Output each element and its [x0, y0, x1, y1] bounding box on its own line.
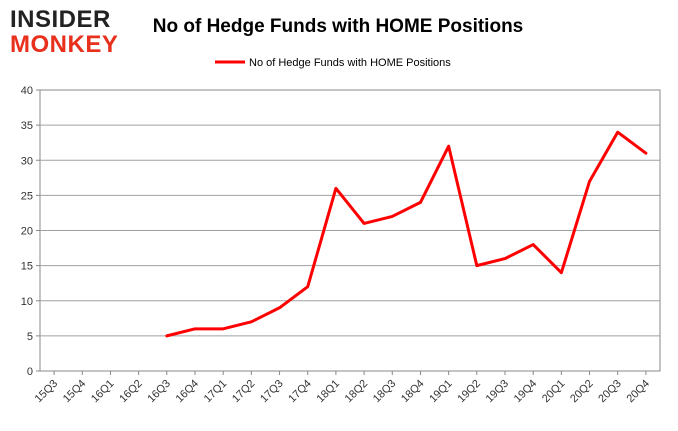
x-tick-label: 19Q4 [512, 378, 540, 406]
x-tick-label: 17Q1 [202, 378, 230, 406]
x-tick-label: 20Q4 [625, 378, 653, 406]
x-tick-label: 15Q3 [33, 378, 61, 406]
x-tick-label: 17Q4 [286, 378, 314, 406]
x-tick-label: 20Q1 [540, 378, 568, 406]
y-tick-label: 25 [21, 190, 33, 202]
series-line [165, 130, 648, 338]
x-tick-label: 19Q2 [455, 378, 483, 406]
x-tick-label: 20Q2 [568, 378, 596, 406]
x-axis-ticks: 15Q3 15Q4 16Q1 16Q2 16Q3 16Q4 17Q1 17Q2 17Q3 17Q4… [33, 371, 652, 405]
logo-line-2: MONKEY [10, 31, 118, 58]
y-tick-label: 5 [27, 331, 33, 343]
y-tick-label: 10 [21, 296, 33, 308]
x-tick-label: 19Q1 [427, 378, 455, 406]
logo-line-1: INSIDER [10, 6, 111, 33]
x-tick-label: 16Q1 [89, 378, 117, 406]
x-tick-label: 17Q2 [230, 378, 258, 406]
x-tick-label: 20Q3 [596, 378, 624, 406]
x-tick-label: 15Q4 [61, 378, 89, 406]
y-tick-label: 30 [21, 155, 33, 167]
x-tick-label: 18Q1 [315, 378, 343, 406]
x-tick-label: 18Q4 [399, 378, 427, 406]
legend: No of Hedge Funds with HOME Positions [215, 57, 451, 69]
x-tick-label: 17Q3 [258, 378, 286, 406]
x-tick-label: 18Q2 [343, 378, 371, 406]
x-tick-label: 16Q4 [174, 378, 202, 406]
y-tick-label: 15 [21, 261, 33, 273]
insider-monkey-logo: INSIDER MONKEY [10, 6, 118, 58]
y-tick-label: 35 [21, 120, 33, 132]
y-tick-label: 20 [21, 226, 33, 238]
legend-label: No of Hedge Funds with HOME Positions [249, 57, 451, 69]
x-tick-label: 16Q2 [117, 378, 145, 406]
x-tick-label: 16Q3 [145, 378, 173, 406]
y-tick-label: 40 [21, 85, 33, 97]
x-tick-label: 18Q3 [371, 378, 399, 406]
x-tick-label: 19Q3 [484, 378, 512, 406]
chart-title: No of Hedge Funds with HOME Positions [153, 16, 524, 37]
gridlines [40, 124, 660, 337]
y-axis-ticks: 0 5 10 15 20 25 30 35 40 [21, 85, 40, 378]
y-tick-label: 0 [27, 366, 33, 378]
series-layer [165, 130, 648, 338]
